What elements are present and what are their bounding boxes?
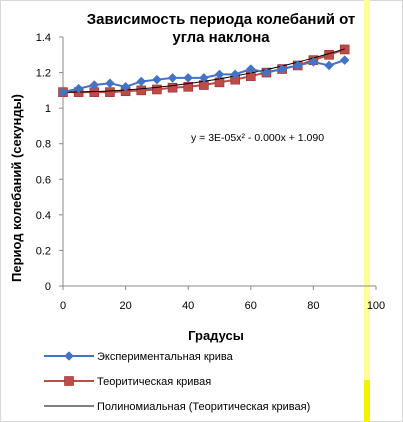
legend-marker (64, 376, 74, 386)
x-tick-label: 60 (245, 300, 257, 312)
experimental-point (324, 60, 334, 71)
experimental-point (136, 76, 147, 87)
legend-marker (64, 351, 74, 361)
experimental-point (214, 69, 225, 80)
legend-label: Полиномиальная (Теоритическая кривая) (97, 401, 310, 413)
experimental-point (292, 60, 303, 71)
series-experimental (58, 55, 350, 97)
series-theoretical (58, 44, 350, 97)
theoretical-point (105, 87, 115, 97)
y-axis-label: Период колебаний (секунды) (9, 94, 24, 282)
y-tick-label: 1.2 (36, 68, 51, 80)
theoretical-point (167, 82, 178, 93)
x-tick-label: 40 (182, 300, 194, 312)
highlight-strip (364, 0, 370, 422)
experimental-point (73, 83, 84, 94)
x-tick-label: 100 (367, 300, 385, 312)
experimental-point (198, 73, 209, 83)
axes: 0 0.2 0.4 0.6 0.8 1 1.2 1.4 0 20 40 60 80 100 (36, 32, 385, 312)
theoretical-point (152, 84, 162, 95)
x-axis-label: Градусы (188, 328, 244, 343)
experimental-point (89, 80, 100, 90)
legend: Экспериментальная крива Теоритическая кри… (44, 351, 310, 413)
y-tick-label: 1 (45, 103, 51, 115)
theoretical-point (339, 44, 350, 55)
y-tick-label: 0.8 (36, 139, 51, 151)
x-tick-label: 20 (119, 300, 131, 312)
experimental-point (339, 55, 350, 65)
y-tick-label: 1.4 (36, 32, 51, 44)
x-tick-label: 0 (60, 300, 66, 312)
experimental-point (105, 78, 115, 89)
experimental-point (277, 64, 287, 74)
experimental-point (261, 67, 272, 78)
experimental-point (230, 69, 241, 80)
legend-label: Экспериментальная крива (97, 351, 234, 363)
y-tick-label: 0.6 (36, 174, 51, 186)
plot-area (58, 44, 350, 97)
experimental-point (120, 81, 131, 92)
y-tick-label: 0.2 (36, 245, 51, 257)
y-tick-label: 0 (45, 281, 51, 293)
equation-annotation: y = 3E-05x² - 0.000x + 1.090 (191, 132, 324, 144)
theoretical-point (136, 85, 147, 96)
experimental-point (183, 73, 194, 83)
chart-title-line-2: угла наклона (172, 29, 270, 46)
legend-label: Теоритическая кривая (97, 376, 211, 388)
experimental-point (167, 73, 178, 83)
experimental-point (308, 57, 319, 67)
experimental-point (58, 87, 68, 97)
experimental-point (245, 64, 256, 74)
x-tick-label: 80 (307, 300, 319, 312)
highlight-strip-bottom (364, 380, 370, 422)
chart-title-line-1: Зависимость периода колебаний от (87, 11, 355, 28)
y-tick-label: 0.4 (36, 210, 51, 222)
experimental-point (152, 74, 162, 85)
